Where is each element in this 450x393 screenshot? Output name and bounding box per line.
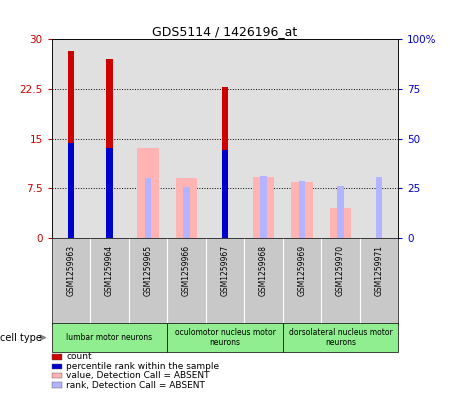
Text: GSM1259968: GSM1259968 [259, 245, 268, 296]
Bar [144, 178, 152, 238]
Bar [337, 186, 344, 238]
Text: GSM1259965: GSM1259965 [144, 245, 153, 296]
Bar [330, 208, 351, 238]
Bar [167, 323, 283, 352]
Text: GSM1259971: GSM1259971 [374, 245, 383, 296]
Bar [176, 178, 197, 238]
Text: GSM1259964: GSM1259964 [105, 245, 114, 296]
Text: GSM1259963: GSM1259963 [67, 245, 76, 296]
Text: GSM1259966: GSM1259966 [182, 245, 191, 296]
Text: count: count [66, 353, 92, 361]
Text: GSM1259967: GSM1259967 [220, 245, 230, 296]
Bar [68, 51, 74, 238]
Bar [221, 151, 229, 238]
Bar [137, 149, 158, 238]
Bar [298, 181, 306, 238]
Bar [106, 59, 113, 238]
Bar [52, 323, 167, 352]
Bar [253, 177, 274, 238]
Text: GSM1259969: GSM1259969 [297, 245, 306, 296]
Bar [106, 149, 113, 238]
Text: GSM1259970: GSM1259970 [336, 245, 345, 296]
Bar [221, 87, 229, 238]
Text: rank, Detection Call = ABSENT: rank, Detection Call = ABSENT [66, 381, 205, 389]
Text: value, Detection Call = ABSENT: value, Detection Call = ABSENT [66, 371, 210, 380]
Text: cell type: cell type [0, 332, 42, 343]
Text: oculomotor nucleus motor
neurons: oculomotor nucleus motor neurons [175, 328, 275, 347]
Title: GDS5114 / 1426196_at: GDS5114 / 1426196_at [153, 25, 297, 38]
Bar [283, 323, 398, 352]
Text: dorsolateral nucleus motor
neurons: dorsolateral nucleus motor neurons [288, 328, 392, 347]
Text: percentile rank within the sample: percentile rank within the sample [66, 362, 219, 371]
Text: lumbar motor neurons: lumbar motor neurons [67, 333, 153, 342]
Bar [376, 177, 382, 238]
Bar [68, 143, 74, 238]
Bar [260, 176, 267, 238]
Bar [183, 187, 190, 238]
Bar [292, 182, 313, 238]
